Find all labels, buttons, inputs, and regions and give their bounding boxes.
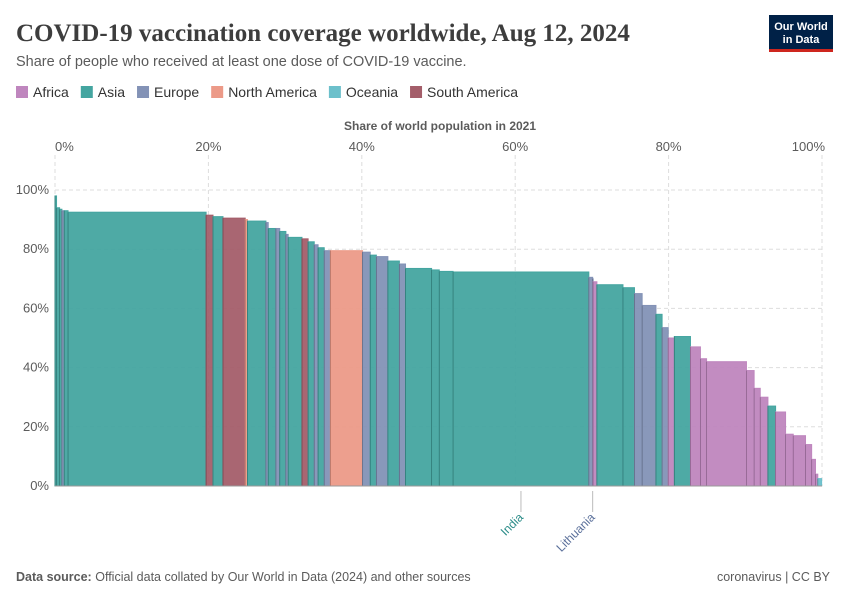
y-tick-label: 20% <box>23 419 49 434</box>
bar <box>398 263 407 487</box>
x-tick-label: 40% <box>349 139 375 154</box>
bar <box>596 284 624 487</box>
bar <box>212 216 224 487</box>
legend-label: Africa <box>33 84 69 100</box>
bar <box>805 444 813 487</box>
bar <box>673 336 691 487</box>
bar <box>67 211 207 487</box>
bar <box>323 250 331 487</box>
bar <box>759 396 769 487</box>
bar <box>307 241 315 487</box>
legend-label: Oceania <box>346 84 398 100</box>
x-tick-label: 20% <box>195 139 221 154</box>
bar <box>767 405 777 487</box>
x-tick-label: 60% <box>502 139 528 154</box>
footer-source: Data source: Official data collated by O… <box>16 570 471 584</box>
bar <box>785 433 794 487</box>
bar <box>387 260 400 487</box>
annotation-label: India <box>498 510 527 539</box>
bar <box>655 313 663 487</box>
bar <box>317 247 325 487</box>
bar <box>689 346 701 487</box>
legend-label: North America <box>228 84 317 100</box>
bar <box>775 411 787 487</box>
bar <box>753 387 761 487</box>
bar <box>205 214 214 487</box>
bar <box>661 327 669 487</box>
bar <box>431 269 440 487</box>
bar <box>667 337 675 487</box>
bar <box>279 230 287 487</box>
legend-swatch <box>211 86 224 98</box>
bar <box>287 236 303 487</box>
bar <box>792 435 807 487</box>
bar <box>452 271 590 487</box>
y-tick-label: 60% <box>23 300 49 315</box>
x-tick-label: 100% <box>792 139 826 154</box>
bar <box>222 217 246 487</box>
logo-underline <box>769 49 833 52</box>
bar <box>592 281 598 487</box>
footer-source-text: Official data collated by Our World in D… <box>95 570 470 584</box>
bar <box>706 361 747 487</box>
bar <box>817 478 823 487</box>
logo-text: Our World <box>774 21 828 33</box>
bar <box>369 254 377 487</box>
bar <box>329 250 364 487</box>
y-tick-label: 40% <box>23 360 49 375</box>
y-tick-label: 100% <box>16 182 50 197</box>
bar <box>588 276 594 487</box>
bar <box>622 287 635 487</box>
bar <box>301 238 309 487</box>
legend-swatch <box>16 86 28 98</box>
legend-label: Asia <box>98 84 125 100</box>
bar <box>313 244 319 487</box>
legend-swatch <box>137 86 150 98</box>
bar <box>63 210 69 487</box>
legend-label: South America <box>427 84 518 100</box>
bar <box>362 251 371 487</box>
bar <box>375 256 389 487</box>
chart-subtitle: Share of people who received at least on… <box>16 54 467 70</box>
y-tick-label: 80% <box>23 241 49 256</box>
legend-label: Europe <box>154 84 199 100</box>
legend-swatch <box>80 86 93 98</box>
x-tick-label: 0% <box>55 139 74 154</box>
legend-swatch <box>328 86 341 98</box>
bar <box>247 220 267 487</box>
x-tick-label: 80% <box>656 139 682 154</box>
footer-license: coronavirus | CC BY <box>717 570 831 584</box>
bar <box>438 270 454 487</box>
footer-source-label: Data source: <box>16 570 92 584</box>
bar <box>641 304 657 487</box>
bar <box>811 458 816 487</box>
bar <box>699 358 708 487</box>
bar <box>405 267 433 487</box>
bar <box>633 293 643 487</box>
bar <box>275 227 281 487</box>
logo-text: in Data <box>783 34 821 46</box>
y-tick-label: 0% <box>30 478 49 493</box>
annotation-label: Lithuania <box>553 510 598 555</box>
logo-box <box>769 15 833 51</box>
bar <box>267 227 277 487</box>
chart-title: COVID-19 vaccination coverage worldwide,… <box>16 20 630 47</box>
bar <box>745 370 755 487</box>
legend-swatch <box>410 86 423 98</box>
x-axis-title: Share of world population in 2021 <box>344 119 536 133</box>
